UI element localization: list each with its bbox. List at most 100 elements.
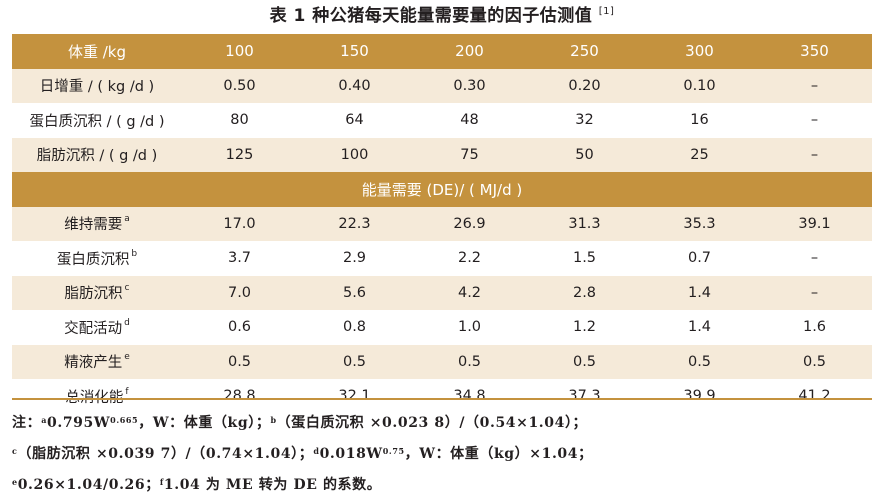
- value-cell: 5.6: [297, 275, 412, 310]
- table-row: 脂肪沉积 / ( g /d ) 125 100 75 50 25–: [12, 137, 872, 172]
- section-row: 能量需要 (DE)/ ( MJ/d ): [12, 172, 872, 207]
- footnote-marker: c: [124, 283, 130, 294]
- value-cell: 1.4: [642, 275, 757, 310]
- row-label: 维持需要 a: [12, 206, 182, 241]
- header-cell: 100: [182, 34, 297, 69]
- value-cell: 2.8: [527, 275, 642, 310]
- value-cell: 1.4: [642, 310, 757, 345]
- header-cell: 体重 /kg: [12, 34, 182, 69]
- value-cell: 0.5: [527, 344, 642, 379]
- value-cell: 48: [412, 103, 527, 138]
- value-cell: 0.5: [182, 344, 297, 379]
- value-cell: 25: [642, 137, 757, 172]
- header-row: 体重 /kg 100 150 200 250 300 350: [12, 34, 872, 69]
- table-row: 脂肪沉积 c 7.0 5.6 4.2 2.8 1.4–: [12, 275, 872, 310]
- value-cell: 0.50: [182, 68, 297, 103]
- value-cell: 41.2: [757, 379, 872, 414]
- note-text: 0.018W: [319, 446, 383, 462]
- row-label-text: 日增重 / ( kg /d ): [39, 79, 155, 96]
- header-cell: 200: [412, 34, 527, 69]
- table-bottom-rule: [12, 398, 872, 400]
- note-text: （脂肪沉积 ×0.039 7）/（0.74×1.04）；: [17, 446, 314, 462]
- value-cell: 1.2: [527, 310, 642, 345]
- table-row: 日增重 / ( kg /d ) 0.50 0.40 0.30 0.20 0.10–: [12, 68, 872, 103]
- value-cell: 64: [297, 103, 412, 138]
- note-line-2: c（脂肪沉积 ×0.039 7）/（0.74×1.04）；d0.018W0.75…: [12, 439, 872, 470]
- note-superscript: 0.665: [110, 415, 139, 425]
- value-cell: 0.5: [757, 344, 872, 379]
- value-cell: 80: [182, 103, 297, 138]
- value-cell: 31.3: [527, 206, 642, 241]
- header-cell: 350: [757, 34, 872, 69]
- value-cell: –: [757, 68, 872, 103]
- value-cell: 100: [297, 137, 412, 172]
- caption-reference: [1]: [598, 6, 615, 17]
- row-label: 蛋白质沉积 / ( g /d ): [12, 103, 182, 138]
- row-label: 脂肪沉积 / ( g /d ): [12, 137, 182, 172]
- value-cell: 39.9: [642, 379, 757, 414]
- value-cell: 39.1: [757, 206, 872, 241]
- row-label: 交配活动 d: [12, 310, 182, 345]
- table-row: 交配活动 d 0.6 0.8 1.0 1.2 1.4 1.6: [12, 310, 872, 345]
- energy-requirement-table: 体重 /kg 100 150 200 250 300 350 日增重 / ( k…: [12, 34, 872, 414]
- value-cell: –: [757, 241, 872, 276]
- note-superscript: f: [159, 477, 164, 487]
- value-cell: –: [757, 275, 872, 310]
- footnote-marker: f: [125, 386, 129, 397]
- note-text: 1.04 为 ME 转为 DE 的系数。: [163, 477, 382, 493]
- value-cell: 1.5: [527, 241, 642, 276]
- value-cell: 125: [182, 137, 297, 172]
- header-cell: 250: [527, 34, 642, 69]
- value-cell: 0.5: [297, 344, 412, 379]
- note-superscript: b: [270, 415, 277, 425]
- table-row: 精液产生 e 0.5 0.5 0.5 0.5 0.5 0.5: [12, 344, 872, 379]
- footnote-marker: b: [131, 248, 138, 259]
- note-line-3: e0.26×1.04/0.26；f1.04 为 ME 转为 DE 的系数。: [12, 470, 872, 501]
- value-cell: 0.5: [642, 344, 757, 379]
- value-cell: 34.8: [412, 379, 527, 414]
- footnote-marker: d: [124, 317, 130, 328]
- footnote-marker: a: [124, 214, 130, 225]
- value-cell: 16: [642, 103, 757, 138]
- note-text: 0.26×1.04/0.26；: [17, 477, 160, 493]
- value-cell: 2.9: [297, 241, 412, 276]
- note-superscript: 0.75: [382, 446, 405, 456]
- row-label: 总消化能f: [12, 379, 182, 414]
- value-cell: 4.2: [412, 275, 527, 310]
- value-cell: 1.6: [757, 310, 872, 345]
- value-cell: 0.40: [297, 68, 412, 103]
- value-cell: 7.0: [182, 275, 297, 310]
- value-cell: 0.7: [642, 241, 757, 276]
- row-label: 精液产生 e: [12, 344, 182, 379]
- note-superscript: e: [12, 477, 18, 487]
- footnote-marker: e: [124, 352, 130, 363]
- value-cell: –: [757, 137, 872, 172]
- value-cell: 35.3: [642, 206, 757, 241]
- note-text: ，W：体重（kg）×1.04；: [404, 446, 593, 462]
- value-cell: 17.0: [182, 206, 297, 241]
- row-label-text: 交配活动: [64, 320, 123, 337]
- header-cell: 150: [297, 34, 412, 69]
- value-cell: 0.6: [182, 310, 297, 345]
- value-cell: 0.30: [412, 68, 527, 103]
- table-row: 维持需要 a 17.0 22.3 26.9 31.3 35.3 39.1: [12, 206, 872, 241]
- table-row: 蛋白质沉积 / ( g /d ) 80 64 48 32 16–: [12, 103, 872, 138]
- header-cell: 300: [642, 34, 757, 69]
- note-superscript: a: [41, 415, 47, 425]
- row-label: 蛋白质沉积 b: [12, 241, 182, 276]
- value-cell: 75: [412, 137, 527, 172]
- value-cell: 22.3: [297, 206, 412, 241]
- note-superscript: d: [313, 446, 320, 456]
- row-label-text: 维持需要: [64, 217, 123, 234]
- value-cell: 0.5: [412, 344, 527, 379]
- value-cell: 28.8: [182, 379, 297, 414]
- value-cell: –: [757, 103, 872, 138]
- value-cell: 0.10: [642, 68, 757, 103]
- note-text: ，W：体重（kg）；: [138, 415, 271, 431]
- note-text: 0.795W: [47, 415, 111, 431]
- value-cell: 32: [527, 103, 642, 138]
- table-row: 蛋白质沉积 b 3.7 2.9 2.2 1.5 0.7–: [12, 241, 872, 276]
- row-label-text: 脂肪沉积: [64, 286, 123, 303]
- table-row: 总消化能f28.832.134.837.339.941.2: [12, 379, 872, 414]
- row-label: 脂肪沉积 c: [12, 275, 182, 310]
